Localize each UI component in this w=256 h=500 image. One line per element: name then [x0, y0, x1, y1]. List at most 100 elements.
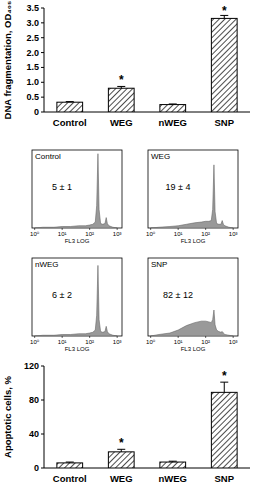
histogram-area: [35, 265, 117, 336]
x-tick-label: 10¹: [174, 231, 183, 237]
x-tick: [89, 336, 90, 338]
panel-frame: [148, 150, 238, 228]
x-tick: [34, 228, 35, 230]
y-tick: [41, 67, 44, 68]
histogram: [35, 265, 117, 336]
x-tick-label: 10³: [113, 231, 122, 237]
y-tick-label: 80: [29, 395, 39, 405]
y-axis-label: Apoptotic cells, %: [2, 376, 13, 458]
bar: [211, 18, 237, 112]
significance-mark: *: [119, 436, 124, 450]
y-axis-label: DNA fragmentation, OD₄₀₅: [2, 1, 13, 120]
x-tick-label: 10³: [229, 339, 238, 345]
y-tick: [41, 366, 44, 367]
y-tick-label: 2.0: [26, 48, 39, 58]
y-tick-label: 120: [24, 361, 39, 371]
x-tick: [150, 336, 151, 338]
x-tick-label: 10⁰: [146, 339, 156, 345]
histogram-panel: 10⁰10¹10²10³FL3 LOGSNP82 ± 12: [146, 258, 238, 352]
x-tick: [178, 336, 179, 338]
panel-title: nWEG: [35, 260, 59, 269]
x-tick-label: 10¹: [58, 231, 67, 237]
bar-chart: 00.51.01.52.02.53.03.5DNA fragmentation,…: [2, 1, 250, 128]
x-tick-label: 10¹: [58, 339, 67, 345]
y-tick: [41, 468, 44, 469]
y-tick-label: 0: [34, 107, 39, 117]
bar: [160, 105, 186, 112]
bar: [108, 88, 134, 112]
x-tick-label: 10⁰: [30, 231, 40, 237]
x-tick-label: 10²: [201, 339, 210, 345]
histogram: [151, 165, 233, 228]
histogram-area: [151, 165, 233, 228]
panel-annotation: 19 ± 4: [166, 182, 191, 192]
y-tick: [41, 22, 44, 23]
x-tick-label: 10³: [229, 231, 238, 237]
x-tick: [62, 336, 63, 338]
x-tick-label: 10²: [85, 231, 94, 237]
x-tick-label: WEG: [110, 473, 133, 484]
histogram: [151, 310, 233, 336]
x-tick-label: 10⁰: [146, 231, 156, 237]
panel-annotation: 5 ± 1: [52, 182, 72, 192]
x-tick-label: 10²: [85, 339, 94, 345]
x-tick: [117, 336, 118, 338]
x-axis-label: FL3 LOG: [65, 346, 90, 352]
y-tick: [41, 112, 44, 113]
y-tick: [41, 400, 44, 401]
x-tick: [117, 228, 118, 230]
panel-frame: [148, 258, 238, 336]
x-tick: [233, 228, 234, 230]
x-tick-label: Control: [53, 117, 87, 128]
y-tick: [41, 82, 44, 83]
x-tick: [205, 228, 206, 230]
panel-frame: [32, 258, 122, 336]
error-bar: [169, 103, 177, 105]
bar-chart: 04080120Apoptotic cells, %ControlWEG*nWE…: [2, 361, 250, 484]
y-tick-label: 1.0: [26, 77, 39, 87]
x-tick-label: 10³: [113, 339, 122, 345]
y-tick: [41, 97, 44, 98]
bar: [57, 463, 83, 468]
x-axis-label: FL3 LOG: [65, 238, 90, 244]
x-tick-label: 10²: [201, 231, 210, 237]
bar: [57, 102, 83, 112]
histogram-panel: 10⁰ 10¹ 10² 10³ FL3 LOG Control 5 ± 1: [30, 150, 122, 244]
y-tick: [41, 434, 44, 435]
x-tick-label: SNP: [214, 117, 234, 128]
y-tick-label: 2.5: [26, 33, 39, 43]
significance-mark: *: [222, 4, 227, 18]
bars: [57, 15, 237, 112]
panel-frame: [32, 150, 122, 228]
panel-title: WEG: [151, 152, 170, 161]
y-tick: [41, 37, 44, 38]
x-tick: [89, 228, 90, 230]
panel-annotation: 6 ± 2: [52, 290, 72, 300]
bar: [160, 462, 186, 468]
bars: [57, 382, 237, 468]
y-tick-label: 40: [29, 429, 39, 439]
histogram-area: [151, 310, 233, 336]
x-tick-label: nWEG: [159, 473, 188, 484]
x-tick: [150, 228, 151, 230]
error-bar: [220, 382, 228, 392]
y-tick: [41, 52, 44, 53]
significance-mark: *: [119, 73, 124, 87]
y-tick-label: 3.0: [26, 18, 39, 28]
x-tick-label: 10¹: [174, 339, 183, 345]
x-tick: [34, 336, 35, 338]
y-axis: [44, 8, 45, 112]
figure: 00.51.01.52.02.53.03.5DNA fragmentation,…: [0, 0, 256, 500]
y-tick-label: 3.5: [26, 3, 39, 13]
x-tick-label: WEG: [110, 117, 133, 128]
y-tick: [41, 8, 44, 9]
y-tick-label: 0: [34, 463, 39, 473]
y-tick-label: 1.5: [26, 62, 39, 72]
x-axis-label: FL3 LOG: [181, 238, 206, 244]
panel-title: Control: [35, 152, 61, 161]
x-tick-label: 10⁰: [30, 339, 40, 345]
panel-title: SNP: [151, 260, 167, 269]
error-bar: [66, 462, 74, 464]
panel-annotation: 82 ± 12: [163, 290, 193, 300]
error-bar: [169, 461, 177, 463]
